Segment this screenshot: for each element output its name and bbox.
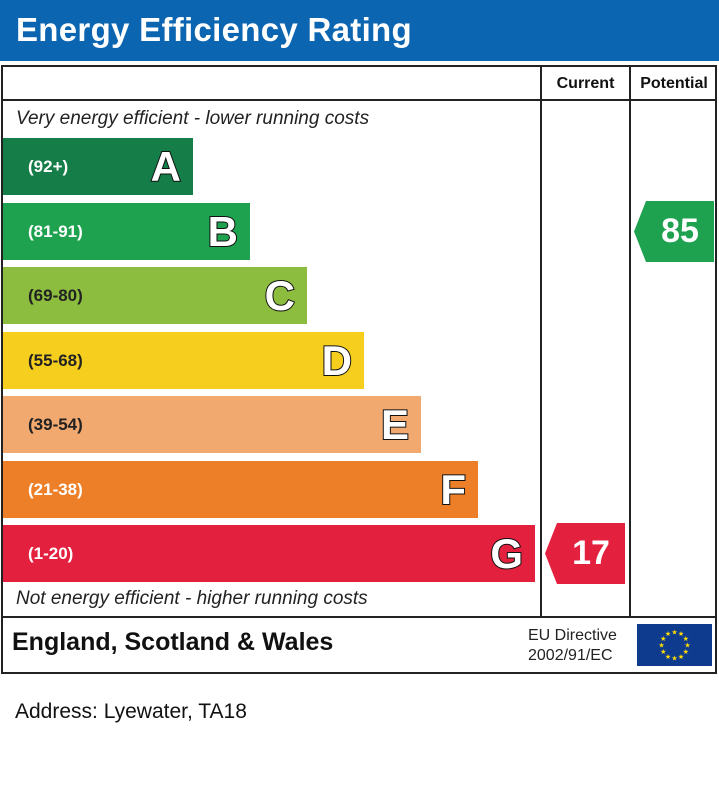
region-label: England, Scotland & Wales [12,628,334,656]
arrow-value: 85 [661,212,699,250]
band-range-label: (21-38) [28,479,83,499]
star-icon: ★ [671,629,677,637]
band-letter: G [489,529,524,578]
star-icon: ★ [684,642,690,650]
star-icon: ★ [658,642,664,650]
band-letter: C [264,271,296,320]
band-e: (39-54) E [3,396,421,453]
band-c: (69-80) C [3,267,307,324]
band-b: (81-91) B [3,203,250,260]
current-column-header: Current [556,75,615,92]
star-icon: ★ [671,655,677,663]
potential-rating-arrow: 85 [634,201,714,262]
band-letter: F [439,465,467,514]
eu-directive-line1: EU Directive [528,627,617,644]
eu-directive-line2: 2002/91/EC [528,647,613,664]
band-range-label: (69-80) [28,285,83,305]
band-letter: A [150,142,182,191]
star-icon: ★ [665,653,671,661]
current-rating-arrow: 17 [545,523,625,584]
band-letter: B [207,207,239,256]
arrow-value: 17 [572,534,610,572]
band-letter: E [380,400,410,449]
star-icon: ★ [683,635,689,643]
star-icon: ★ [660,648,666,656]
potential-column-divider [629,65,631,618]
header-bar: Energy Efficiency Rating [0,0,719,61]
star-icon: ★ [660,635,666,643]
band-range-label: (1-20) [28,543,74,563]
page-title: Energy Efficiency Rating [16,11,412,48]
star-icon: ★ [678,653,684,661]
bottom-caption: Not energy efficient - higher running co… [16,588,368,609]
current-column-divider [540,65,542,618]
band-letter: D [321,336,353,385]
star-icon: ★ [678,630,684,638]
header-row-divider [1,99,717,101]
address-text: Address: Lyewater, TA18 [15,700,247,723]
arrow-shape [545,523,625,584]
potential-column-header: Potential [640,75,708,92]
top-caption: Very energy efficient - lower running co… [16,108,370,129]
eu-flag-icon: ★ ★ ★ ★ ★ ★ ★ ★ ★ ★ ★ ★ [637,624,712,666]
band-range-label: (81-91) [28,221,83,241]
band-range-label: (55-68) [28,350,83,370]
footer-divider [1,616,717,618]
band-d: (55-68) D [3,332,364,389]
band-a: (92+) A [3,138,193,195]
eu-directive-text: EU Directive 2002/91/EC [528,626,617,666]
band-range-label: (39-54) [28,414,83,434]
arrow-shape [634,201,714,262]
band-g: (1-20) G [3,525,535,582]
star-icon: ★ [683,648,689,656]
star-icon: ★ [665,630,671,638]
band-f: (21-38) F [3,461,478,518]
band-range-label: (92+) [28,156,69,176]
rating-frame [1,65,717,674]
